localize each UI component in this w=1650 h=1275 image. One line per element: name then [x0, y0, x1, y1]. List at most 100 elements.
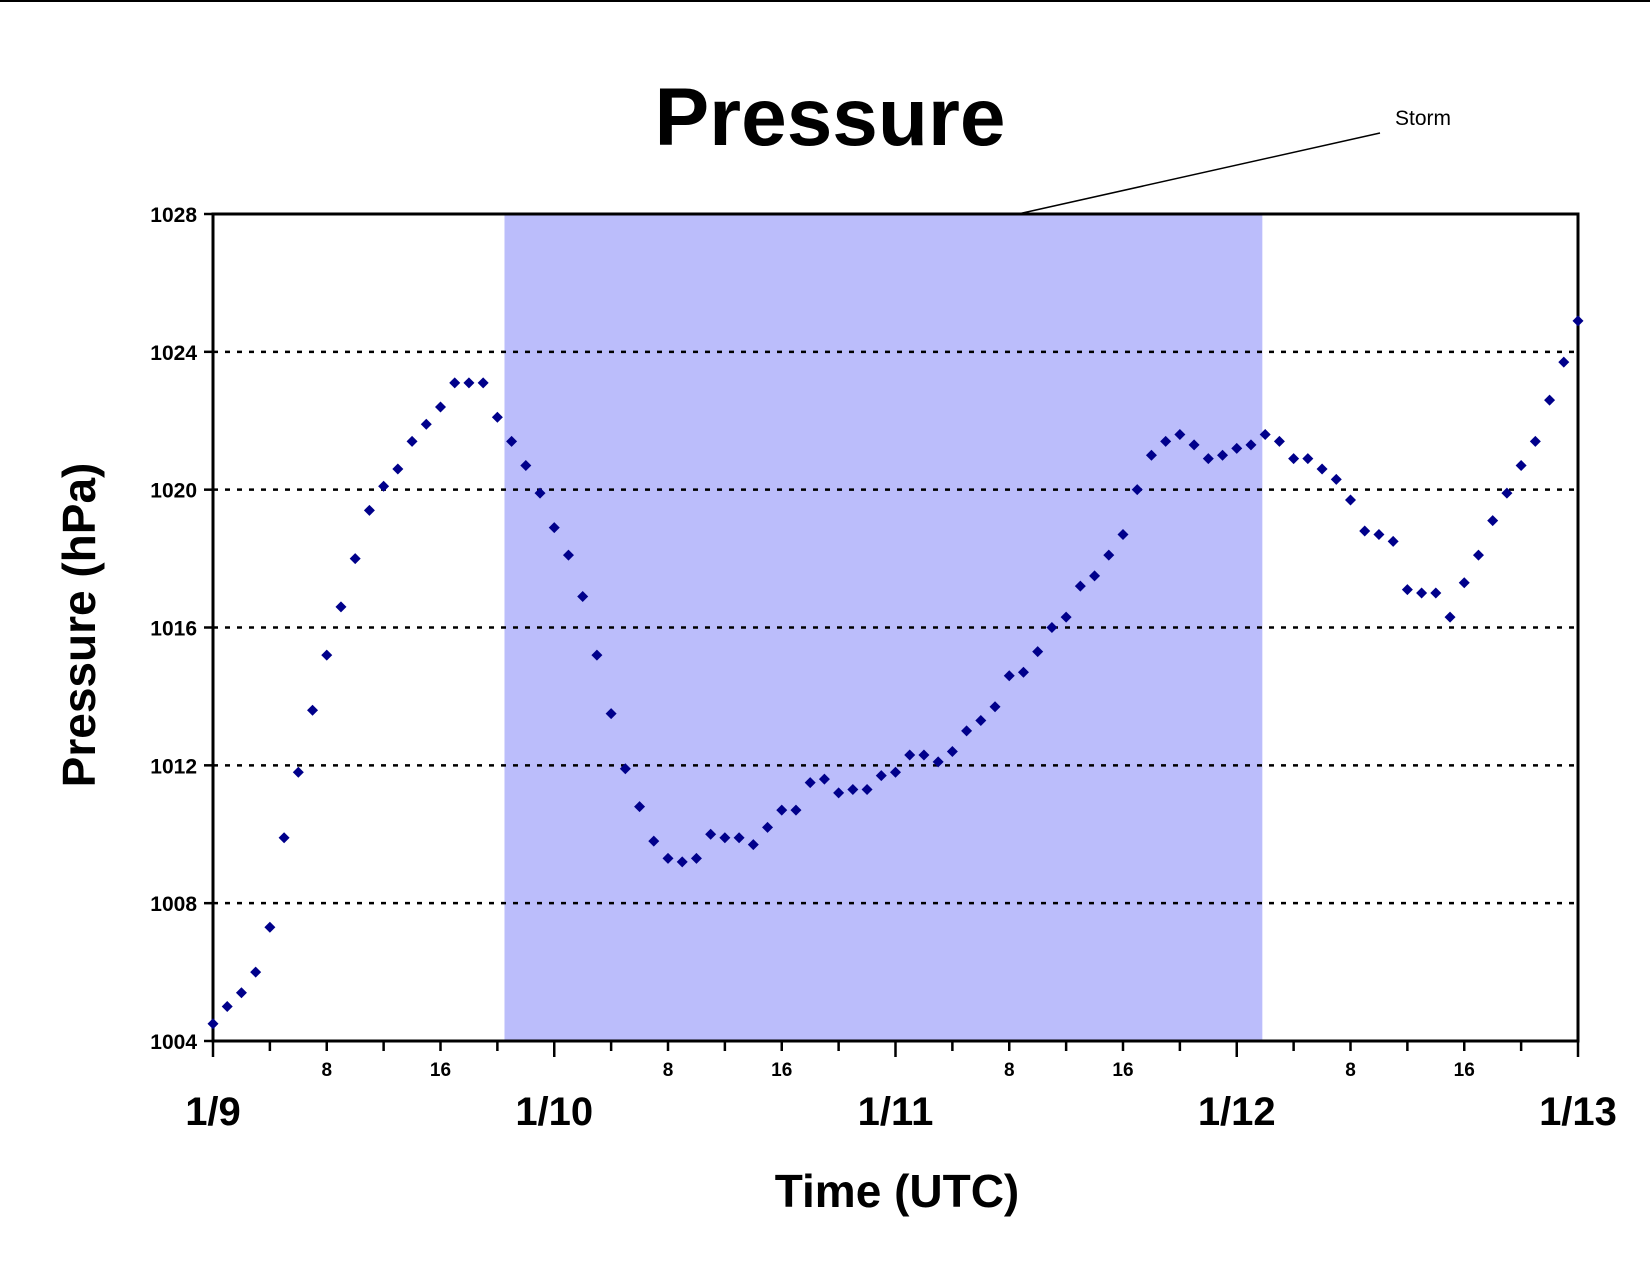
data-point: [1430, 587, 1442, 599]
data-point: [818, 773, 830, 785]
data-point: [1302, 453, 1314, 465]
data-point: [932, 756, 944, 768]
data-point: [477, 377, 489, 389]
data-point: [1529, 435, 1541, 447]
x-minor-tick-label: 8: [321, 1060, 332, 1081]
data-point: [833, 787, 845, 799]
data-point: [562, 549, 574, 561]
data-point: [392, 463, 404, 475]
x-major-tick-label: 1/11: [858, 1090, 934, 1134]
data-point: [776, 804, 788, 816]
data-point: [1316, 463, 1328, 475]
y-tick-label: 1020: [150, 480, 197, 503]
data-point: [378, 480, 390, 492]
data-point: [1245, 439, 1257, 451]
data-point: [1558, 356, 1570, 368]
y-tick-label: 1008: [150, 893, 197, 916]
x-major-tick-label: 1/12: [1198, 1090, 1276, 1134]
storm-shade: [504, 214, 1263, 1041]
chart-title: Pressure: [654, 72, 1005, 163]
data-point: [463, 377, 475, 389]
y-tick-label: 1024: [150, 342, 197, 365]
y-axis-ticks: 1004 1008 1012 1016 1020 1024 1028: [150, 204, 213, 1054]
x-axis-label: Time (UTC): [775, 1165, 1020, 1217]
data-point: [1487, 515, 1499, 527]
data-point: [1273, 435, 1285, 447]
data-point: [719, 832, 731, 844]
x-minor-tick-label: 16: [1454, 1060, 1475, 1081]
data-point: [1046, 622, 1058, 633]
data-point: [1074, 580, 1086, 592]
data-point: [1017, 666, 1029, 678]
y-tick-label: 1016: [150, 618, 197, 641]
data-point: [1060, 611, 1072, 623]
data-point: [1359, 525, 1371, 537]
data-point: [1160, 435, 1172, 447]
data-point: [747, 839, 759, 851]
x-major-tick-label: 1/9: [185, 1090, 241, 1134]
x-minor-tick-label: 8: [663, 1060, 674, 1081]
x-minor-tick-label: 8: [1345, 1060, 1356, 1081]
data-point: [534, 487, 546, 499]
data-point: [491, 411, 503, 423]
data-point: [307, 704, 319, 716]
data-point: [335, 601, 347, 613]
x-minor-tick-label: 8: [1004, 1060, 1015, 1081]
data-point: [648, 835, 660, 847]
data-point: [961, 725, 973, 737]
data-point: [1259, 429, 1271, 441]
data-point: [520, 460, 532, 472]
data-point: [1217, 449, 1229, 461]
data-point: [506, 435, 518, 447]
data-point: [634, 801, 646, 813]
data-point: [1202, 453, 1214, 465]
data-point: [591, 649, 603, 661]
y-axis-label: Pressure (hPa): [53, 463, 105, 788]
data-point: [548, 522, 560, 534]
data-point: [1501, 487, 1513, 499]
data-point: [435, 401, 446, 413]
data-point: [975, 715, 987, 727]
data-point: [1131, 484, 1143, 496]
x-major-tick-label: 1/10: [515, 1090, 593, 1134]
data-point: [918, 749, 930, 761]
storm-annotation-leader: [1017, 132, 1381, 215]
x-minor-tick-label: 16: [1112, 1060, 1133, 1081]
data-point: [804, 777, 816, 789]
data-point: [1174, 429, 1186, 441]
data-point: [321, 649, 333, 661]
data-point: [1288, 453, 1300, 465]
data-point: [235, 987, 247, 999]
data-point: [292, 766, 304, 778]
y-tick-label: 1012: [150, 755, 197, 778]
data-point: [449, 377, 461, 389]
data-point: [1544, 394, 1556, 406]
x-major-tick-label: 1/13: [1539, 1090, 1617, 1134]
data-point: [989, 701, 1001, 713]
data-point: [946, 746, 958, 758]
data-point: [1103, 549, 1115, 561]
storm-annotation-label: Storm: [1395, 107, 1451, 130]
data-point: [420, 418, 432, 430]
data-point: [1472, 549, 1484, 561]
data-point: [1089, 570, 1101, 582]
data-point: [861, 783, 873, 795]
data-point: [406, 435, 418, 447]
data-point: [1032, 646, 1044, 658]
x-minor-tick-label: 16: [430, 1060, 451, 1081]
data-point: [676, 856, 688, 868]
data-point: [904, 749, 916, 761]
data-point: [577, 590, 589, 602]
x-axis-ticks: 8 16 8 16 8 16 8 16 1/9 1/10 1/11 1/12 1/13: [185, 1041, 1617, 1134]
data-point: [1444, 611, 1456, 623]
data-point: [278, 832, 290, 844]
data-point: [1572, 315, 1584, 327]
data-point: [1117, 528, 1129, 540]
data-point: [847, 783, 859, 795]
data-point: [264, 921, 276, 933]
data-point: [890, 766, 901, 778]
data-point: [1416, 587, 1428, 599]
data-point: [690, 852, 702, 864]
data-point: [363, 504, 375, 516]
